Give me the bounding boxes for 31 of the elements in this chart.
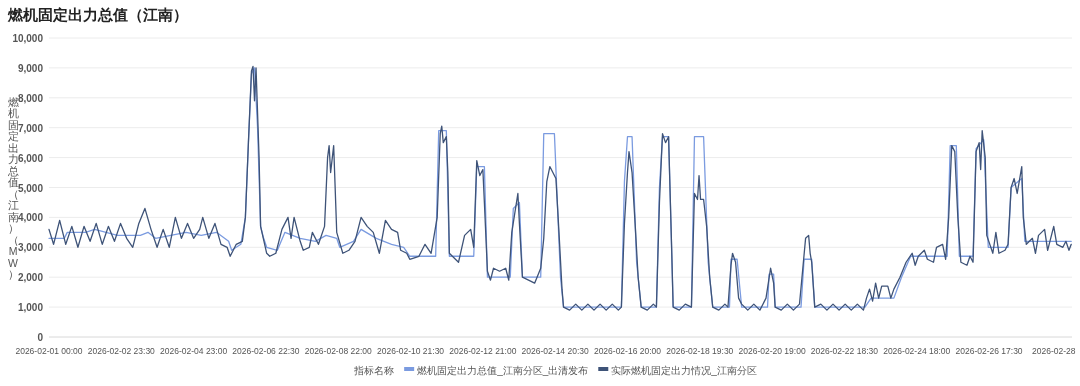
x-tick-label: 2026-02-10 21:30 xyxy=(376,346,445,356)
x-tick-label: 2026-02-16 20:00 xyxy=(593,346,662,356)
y-tick-label: 0 xyxy=(37,332,44,343)
x-tick-label: 2026-02-24 18:00 xyxy=(883,346,951,356)
y-tick-label: 5,000 xyxy=(17,182,44,194)
x-tick-label: 2026-02-26 17:30 xyxy=(955,346,1023,356)
x-tick-label: 2026-02-28 xyxy=(1031,346,1076,356)
x-tick-label: 2026-02-04 23:00 xyxy=(160,346,228,356)
y-tick-label: 4,000 xyxy=(17,212,44,224)
y-tick-label: 10,000 xyxy=(12,33,44,44)
y-tick-label: 1,000 xyxy=(17,302,44,314)
x-tick-label: 2026-02-14 20:30 xyxy=(521,346,589,356)
legend-title: 指标名称 xyxy=(353,365,395,376)
x-tick-label: 2026-02-06 22:30 xyxy=(232,346,300,356)
chart-title: 燃机固定出力总值（江南） xyxy=(7,6,188,23)
x-tick-label: 2026-02-12 21:00 xyxy=(449,346,517,356)
x-tick-label: 2026-02-18 19:30 xyxy=(666,346,734,356)
y-tick-label: 2,000 xyxy=(17,272,44,284)
y-tick-label: 6,000 xyxy=(17,152,44,164)
x-tick-label: 2026-02-08 22:00 xyxy=(304,346,373,356)
y-tick-label: 3,000 xyxy=(17,242,44,254)
x-tick-label: 2026-02-01 00:00 xyxy=(15,346,83,356)
legend-label: 实际燃机固定出力情况_江南分区 xyxy=(611,365,757,376)
x-tick-label: 2026-02-22 18:30 xyxy=(810,346,879,356)
text: 燃机固定出力总值（江南）（MW） xyxy=(7,95,19,280)
y-tick-label: 9,000 xyxy=(17,62,44,74)
y-tick-label: 8,000 xyxy=(17,92,44,104)
x-tick-label: 2026-02-20 19:00 xyxy=(738,346,806,356)
x-tick-label: 2026-02-02 23:30 xyxy=(87,346,156,356)
y-tick-label: 7,000 xyxy=(17,122,44,134)
legend-label: 燃机固定出力总值_江南分区_出清发布 xyxy=(417,365,589,376)
